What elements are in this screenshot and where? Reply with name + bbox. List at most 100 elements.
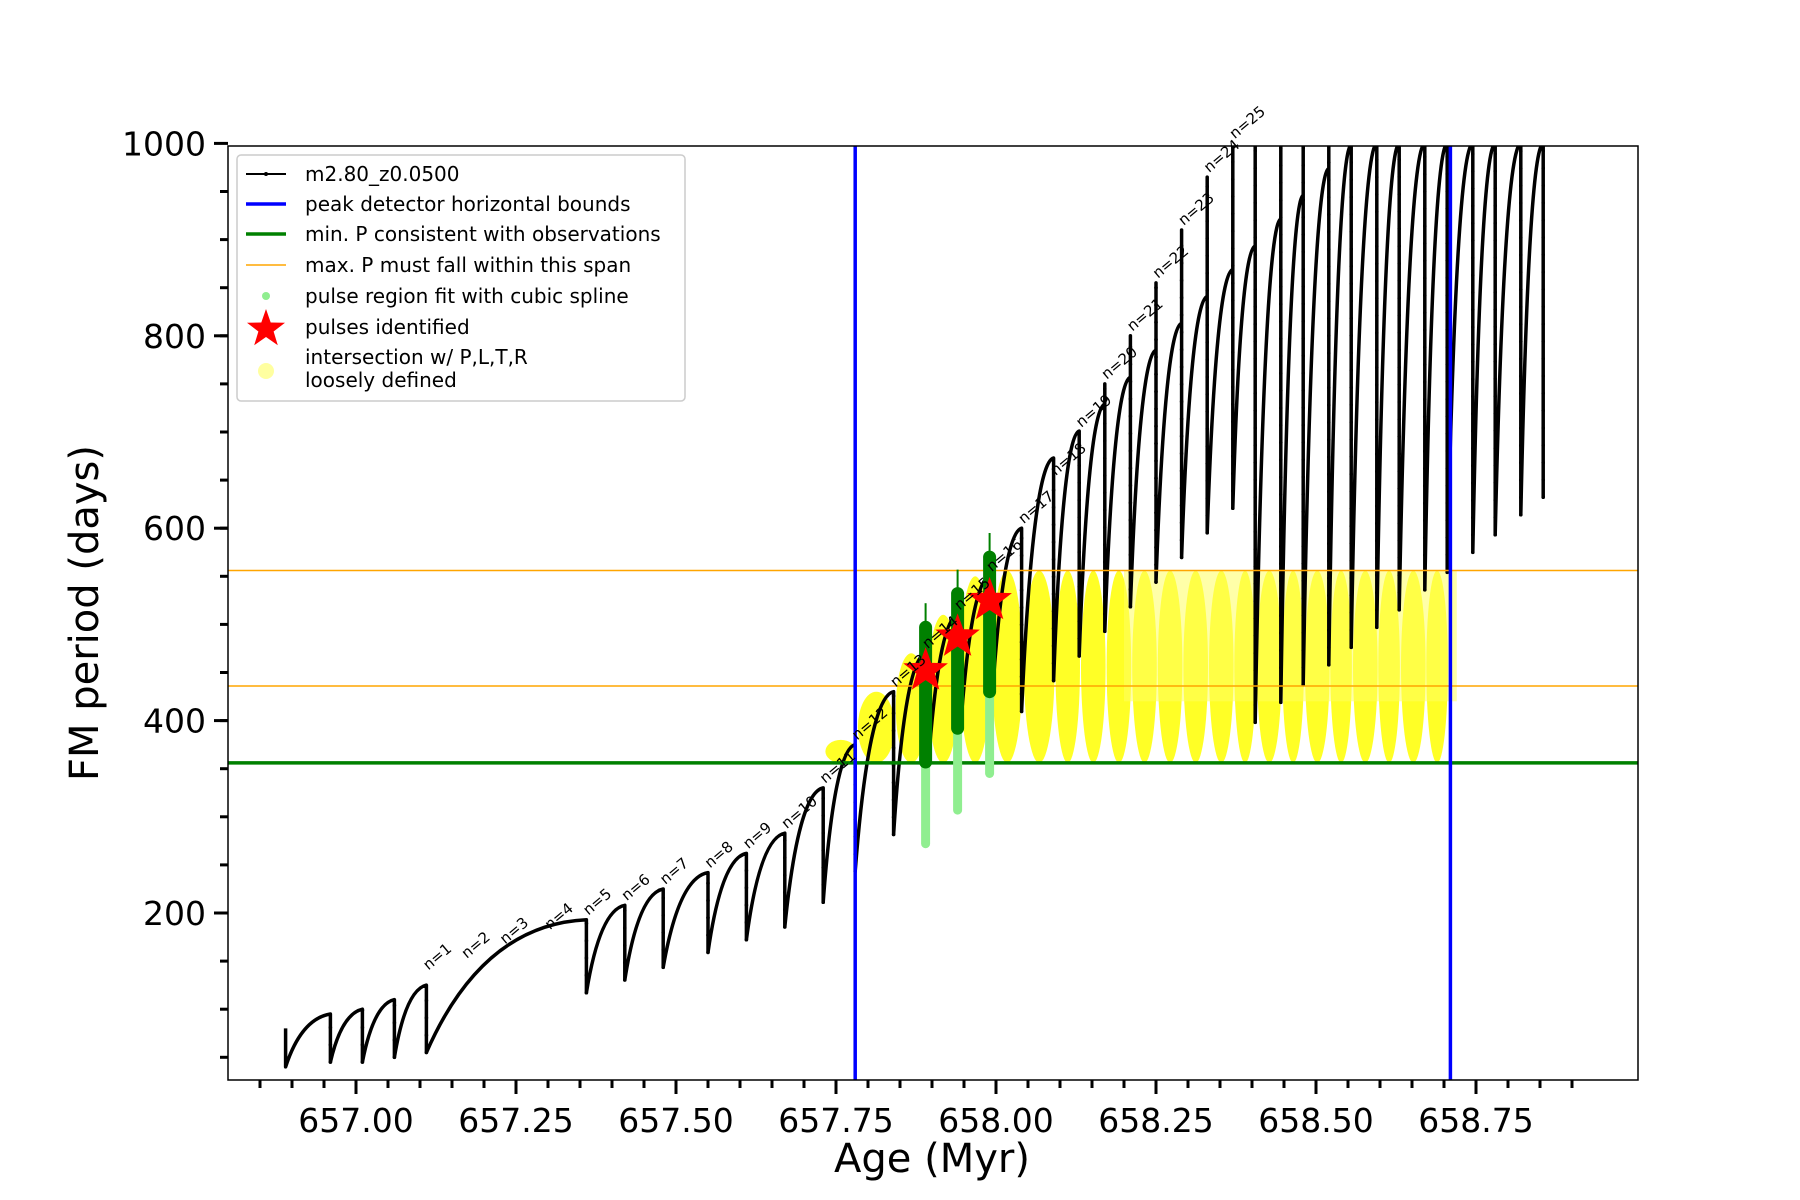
track-point — [392, 1003, 397, 1008]
track-point — [1541, 287, 1545, 292]
track-point — [1279, 492, 1283, 497]
track-point — [1349, 524, 1353, 528]
track-point — [1375, 469, 1379, 474]
track-point — [1077, 515, 1081, 520]
track-point — [1471, 550, 1475, 555]
intersection-band — [1124, 570, 1457, 702]
track-point — [1327, 212, 1331, 217]
track-point — [1103, 387, 1107, 391]
track-point — [1327, 160, 1331, 165]
track-point — [1301, 457, 1305, 462]
track-point — [1349, 645, 1353, 650]
track-point — [1253, 322, 1257, 326]
track-point — [1375, 590, 1379, 595]
track-point — [1519, 253, 1523, 257]
track-point — [1253, 443, 1257, 448]
track-point — [1253, 253, 1257, 257]
track-point — [1375, 175, 1379, 179]
track-point — [1279, 510, 1283, 514]
track-point — [1327, 576, 1331, 580]
track-point — [1279, 631, 1283, 635]
track-point — [1103, 439, 1107, 443]
track-point — [1349, 299, 1353, 303]
track-point — [1279, 181, 1283, 185]
track-point — [1279, 665, 1283, 670]
track-point — [1471, 515, 1475, 520]
track-point — [1397, 590, 1401, 595]
track-point — [1375, 435, 1379, 439]
track-point — [1519, 512, 1523, 517]
track-point — [1471, 221, 1475, 225]
track-point — [1077, 619, 1081, 624]
track-point — [1327, 264, 1331, 269]
track-point — [1375, 158, 1379, 162]
track-point — [1077, 532, 1081, 537]
track-point — [744, 937, 749, 942]
track-point — [1179, 382, 1184, 387]
track-point — [1349, 160, 1353, 165]
track-point — [1349, 558, 1353, 563]
track-point — [1541, 304, 1545, 309]
track-point — [1519, 478, 1523, 482]
track-point — [1519, 374, 1523, 379]
track-point — [1253, 530, 1257, 534]
track-point — [1375, 244, 1379, 249]
track-point — [1077, 636, 1081, 641]
track-point — [1349, 195, 1353, 199]
track-point — [1375, 452, 1379, 456]
track-point — [360, 1025, 365, 1030]
track-point — [1423, 310, 1427, 315]
track-point — [1375, 227, 1379, 231]
track-point — [1301, 198, 1305, 202]
track-point — [1253, 287, 1257, 292]
pulse-star — [967, 576, 1012, 620]
track-point — [1397, 261, 1401, 266]
track-point — [1205, 479, 1209, 483]
track-point — [744, 920, 749, 925]
track-point — [1471, 290, 1475, 295]
track-point — [1327, 316, 1331, 321]
track-point — [1397, 538, 1401, 543]
track-point — [1471, 533, 1475, 537]
track-point — [1103, 473, 1107, 478]
track-point — [1205, 288, 1209, 293]
intersection-blob — [1081, 570, 1106, 763]
track-point — [1279, 613, 1283, 618]
track-point — [1327, 437, 1331, 442]
track-point — [1445, 501, 1449, 505]
track-point — [1519, 287, 1523, 292]
intersection-region — [825, 570, 1457, 764]
track-point — [1051, 505, 1056, 510]
track-point — [1471, 308, 1475, 312]
track-point — [1471, 273, 1475, 278]
track-point — [1327, 230, 1331, 234]
track-point — [1445, 206, 1449, 211]
track-point — [1154, 511, 1158, 515]
x-tick-label: 658.75 — [1418, 1101, 1533, 1140]
track-point — [891, 728, 896, 733]
track-point — [1471, 238, 1475, 243]
track-point — [1279, 146, 1283, 150]
track-point — [1327, 507, 1331, 511]
pulse-star — [903, 647, 948, 690]
vertical-bound-lines — [853, 146, 1453, 1080]
track-point — [1349, 507, 1353, 511]
track-point — [706, 881, 710, 885]
track-point — [1301, 579, 1305, 583]
track-point — [1179, 486, 1184, 491]
track-point — [1231, 489, 1235, 493]
track-point — [1423, 449, 1427, 454]
track-point — [1493, 290, 1497, 295]
track-point — [1154, 337, 1158, 342]
track-point — [1179, 330, 1184, 335]
legend-swatch-star — [247, 309, 285, 346]
track-point — [1327, 351, 1331, 355]
track-point — [706, 916, 710, 920]
track-point — [1301, 284, 1305, 289]
track-point — [1179, 261, 1184, 265]
track-point — [1128, 431, 1133, 436]
track-point — [1253, 599, 1257, 603]
track-point — [1253, 218, 1257, 222]
track-point — [623, 926, 627, 930]
